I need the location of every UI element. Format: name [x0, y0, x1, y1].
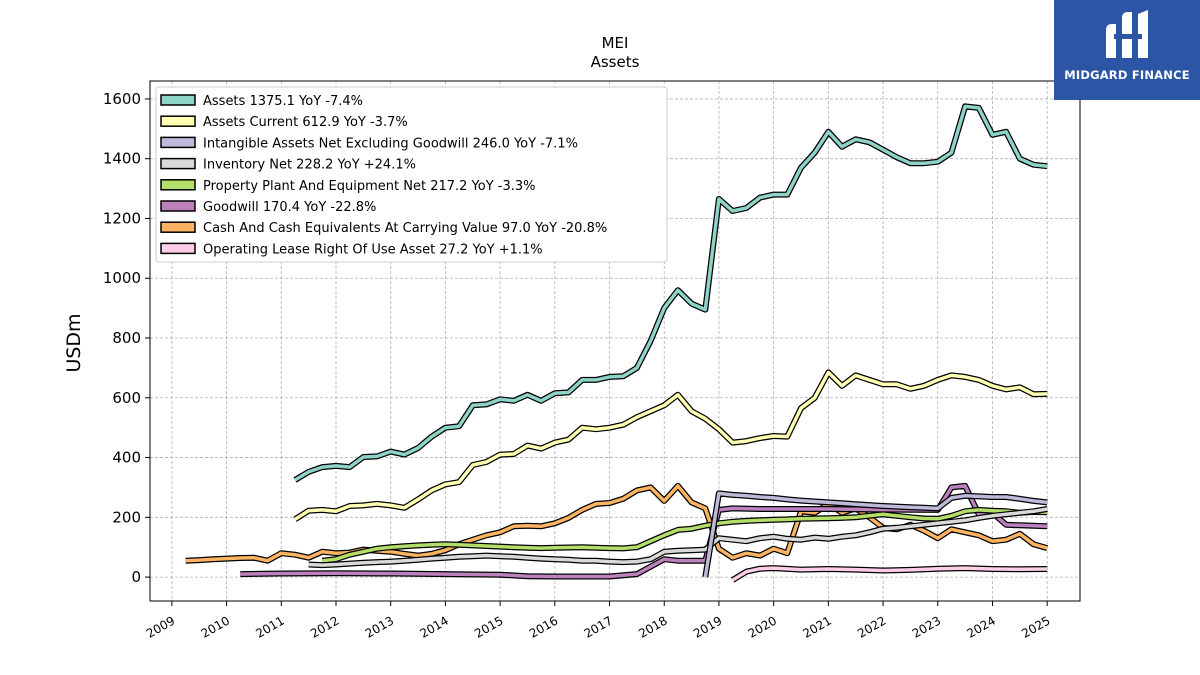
- x-axis: 2009 2010 2011 2012 2013 2014 2015 2016 2017 2018…: [144, 601, 1053, 641]
- legend-swatch: [160, 157, 196, 170]
- legend-entry: Inventory Net 228.2 YoY +24.1%: [203, 158, 416, 173]
- series-line: [308, 507, 1048, 567]
- legend-entry: Cash And Cash Equivalents At Carrying Va…: [203, 221, 607, 236]
- chart-subtitle: Assets: [591, 53, 640, 71]
- series-lines: [185, 103, 1049, 583]
- legend-swatch: [160, 242, 196, 255]
- x-tick-label: 2021: [800, 613, 833, 640]
- x-tick-label: 2025: [1019, 613, 1052, 640]
- x-tick-label: 2023: [910, 613, 943, 640]
- x-tick-label: 2013: [363, 613, 396, 640]
- midgard-logo-icon: [1106, 10, 1148, 58]
- x-tick-label: 2020: [746, 613, 779, 640]
- x-tick-label: 2017: [582, 613, 615, 640]
- legend-entry: Intangible Assets Net Excluding Goodwill…: [203, 136, 578, 151]
- legend-swatch: [160, 115, 196, 127]
- x-tick-label: 2014: [417, 613, 450, 640]
- x-tick-label: 2010: [199, 613, 232, 640]
- x-tick-label: 2015: [472, 613, 505, 640]
- legend-entry: Property Plant And Equipment Net 217.2 Y…: [203, 179, 536, 194]
- legend-swatch: [160, 200, 196, 212]
- x-tick-label: 2012: [308, 613, 341, 640]
- y-tick-label: 800: [112, 329, 141, 347]
- x-tick-label: 2016: [527, 613, 560, 640]
- legend-frame: [155, 86, 668, 263]
- legend-swatch: [160, 136, 196, 149]
- y-tick-label: 400: [112, 449, 141, 467]
- y-tick-label: 200: [112, 508, 141, 526]
- x-tick-label: 2018: [636, 613, 669, 640]
- legend-swatch: [160, 221, 196, 233]
- y-tick-label: 1000: [103, 269, 141, 287]
- x-tick-label: 2009: [144, 613, 177, 640]
- series-line: [703, 491, 1048, 578]
- y-tick-label: 1400: [103, 150, 141, 168]
- y-tick-label: 0: [131, 568, 141, 586]
- series-line: [294, 104, 1048, 482]
- legend-entry: Assets Current 612.9 YoY -3.7%: [203, 115, 408, 130]
- legend-entry: Operating Lease Right Of Use Asset 27.2 …: [203, 242, 543, 257]
- x-tick-label: 2019: [691, 613, 724, 640]
- legend-entry: Goodwill 170.4 YoY -22.8%: [203, 200, 376, 215]
- x-tick-label: 2022: [855, 613, 888, 640]
- y-tick-label: 1200: [103, 209, 141, 227]
- brand-logo: MIDGARD FINANCE: [1054, 0, 1200, 100]
- legend: Assets 1375.1 YoY -7.4% Assets Current 61…: [155, 86, 668, 263]
- legend-entry: Assets 1375.1 YoY -7.4%: [203, 94, 363, 109]
- plot-area-border: [149, 80, 1081, 602]
- y-axis: 0 200 400 600 800 1000 1200 1400 1600: [103, 90, 150, 586]
- y-tick-label: 1600: [103, 90, 141, 108]
- legend-swatch: [160, 94, 196, 106]
- y-axis-label: USDm: [63, 313, 85, 372]
- x-tick-label: 2024: [965, 613, 998, 640]
- series-line: [731, 566, 1048, 582]
- y-tick-label: 600: [112, 389, 141, 407]
- chart-title: MEI: [602, 34, 629, 52]
- series-line: [322, 508, 1048, 563]
- legend-swatch: [160, 179, 196, 191]
- series-line: [294, 370, 1048, 521]
- logo-text: MIDGARD FINANCE: [1064, 68, 1190, 82]
- x-tick-label: 2011: [253, 613, 286, 640]
